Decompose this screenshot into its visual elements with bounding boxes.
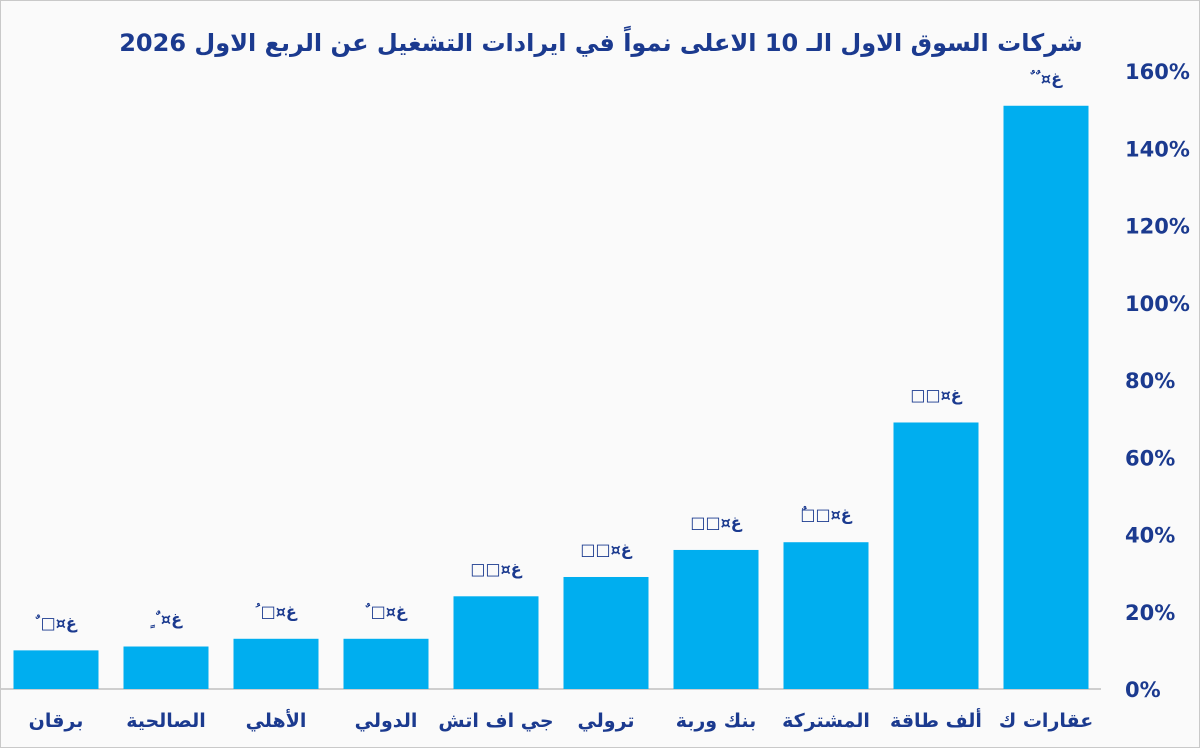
chart-title: شركات السوق الاول الـ 10 الاعلى نمواً في… — [119, 26, 1083, 57]
category-label: الصالحية — [126, 710, 206, 732]
data-label: غ¤□□ — [910, 385, 962, 404]
data-label: غ¤□ ٌ — [35, 613, 78, 632]
bar — [343, 638, 429, 689]
bar — [453, 596, 539, 689]
category-label: الدولي — [355, 710, 418, 732]
category-label: المشتركة — [782, 710, 870, 732]
data-label: غ¤ ٌ ٍ — [150, 610, 183, 629]
y-tick-label: 60% — [1125, 446, 1175, 470]
y-tick-label: 120% — [1125, 215, 1190, 239]
y-tick-label: 80% — [1125, 369, 1175, 393]
data-label: غ¤□□ — [690, 513, 742, 532]
data-label: غ¤ ٌ ٌ — [1030, 69, 1063, 88]
bar — [893, 422, 979, 689]
data-label: غ¤□□ — [470, 559, 522, 578]
category-label: جي اف اتش — [438, 710, 553, 732]
data-label: غ¤□□ — [580, 540, 632, 559]
y-tick-label: 140% — [1125, 137, 1190, 161]
bar — [13, 650, 99, 689]
bar — [233, 638, 319, 689]
y-tick-label: 100% — [1125, 292, 1190, 316]
category-label: ألف طاقة — [890, 708, 982, 732]
y-tick-label: 0% — [1125, 678, 1161, 702]
data-labels: غ¤□ ٌ غ¤ ٌ ٍ غ¤□ ُ غ¤□ ٌ غ¤□□ غ¤□□ غ¤□□ غ¤□□ٌ غ¤… — [35, 69, 1063, 633]
y-tick-label: 160% — [1125, 60, 1190, 84]
x-axis-categories: برقان الصالحية الأهلي الدولي جي اف اتش ترولي ب… — [29, 708, 1094, 732]
data-label: غ¤□ ٌ — [365, 602, 408, 621]
bars — [13, 105, 1089, 689]
bar — [1003, 105, 1089, 689]
bar — [123, 646, 209, 689]
y-axis: 0% 20% 40% 60% 80% 100% 120% 140% 160% — [1, 60, 1190, 702]
category-label: عقارات ك — [999, 710, 1093, 732]
data-label: غ¤□ ُ — [255, 602, 298, 621]
y-tick-label: 40% — [1125, 524, 1175, 548]
category-label: الأهلي — [246, 709, 307, 732]
category-label: بنك وربة — [676, 710, 757, 732]
y-tick-label: 20% — [1125, 601, 1175, 625]
category-label: ترولي — [577, 710, 634, 732]
data-label: غ¤□□ٌ — [800, 505, 852, 524]
bar — [673, 549, 759, 689]
bar — [563, 576, 649, 689]
category-label: برقان — [29, 710, 84, 732]
bar — [783, 542, 869, 689]
